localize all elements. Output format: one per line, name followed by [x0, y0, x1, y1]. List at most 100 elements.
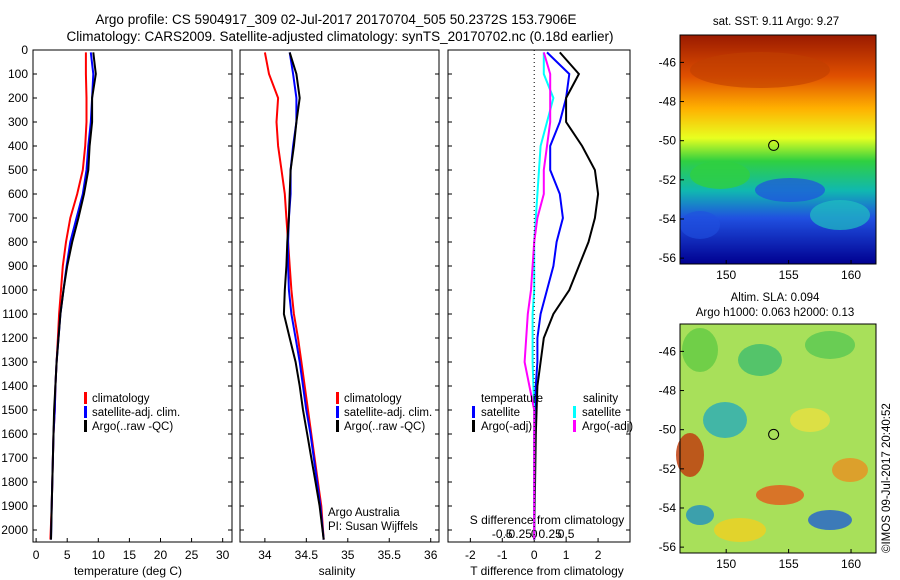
map-y-tick-label: -50 — [659, 423, 677, 437]
depth-tick-label: 1200 — [1, 331, 28, 345]
legend-label-satellite: satellite-adj. clim. — [92, 407, 180, 419]
depth-tick-label: 0 — [21, 43, 28, 57]
series-line-argo-raw-qc — [282, 52, 325, 540]
top-x-tick-label: 0.25 — [538, 527, 562, 541]
difference-panel-frame — [447, 49, 631, 543]
legend-header-salinity: salinity — [583, 393, 618, 405]
x-tick-label: 5 — [64, 548, 71, 562]
depth-tick-label: 1400 — [1, 379, 28, 393]
legend-swatch-t-argo — [472, 420, 475, 432]
imos-timestamp-credit: ©IMOS 09-Jul-2017 20:40:52 — [881, 403, 893, 553]
series-line-argo-adj — [533, 51, 600, 540]
sst-map-title: sat. SST: 9.11 Argo: 9.27 — [713, 16, 839, 28]
sla-map-title-line-2: Argo h1000: 0.063 h2000: 0.13 — [696, 307, 855, 319]
legend-swatch-satellite — [84, 406, 87, 418]
map-y-tick-label: -54 — [659, 212, 677, 226]
legend-label-argo: Argo(..raw -QC) — [92, 421, 173, 433]
legend-swatch-t-satellite — [472, 406, 475, 418]
difference-axis-label-bottom: T difference from climatology — [470, 564, 624, 578]
salinity-x-axis: 34 34.5 35 35.5 36 — [258, 538, 438, 562]
temperature-legend: climatology satellite-adj. clim. Argo(..… — [84, 392, 180, 433]
x-tick-label: 1 — [563, 548, 570, 562]
map-x-tick-label: 160 — [841, 268, 861, 282]
top-x-tick-label: -0.25 — [505, 527, 533, 541]
depth-tick-label: 100 — [8, 67, 28, 81]
credit-argo-australia: Argo Australia — [328, 507, 400, 519]
sla-map-axes: 150 155 160 -46 -48 -50 -52 -54 -56 — [659, 344, 862, 571]
x-tick-label: 10 — [92, 548, 106, 562]
legend-swatch-climatology — [336, 392, 339, 404]
legend-swatch-satellite — [336, 406, 339, 418]
x-tick-label: 0 — [33, 548, 40, 562]
map-x-tick-label: 155 — [779, 268, 799, 282]
map-y-tick-label: -56 — [659, 251, 677, 265]
sst-map-axes: 150 155 160 -46 -48 -50 -52 -54 -56 — [659, 55, 862, 282]
legend-swatch-climatology — [84, 392, 87, 404]
x-tick-label: 15 — [123, 548, 137, 562]
legend-label-s-satellite: satellite — [582, 407, 621, 419]
map-y-tick-label: -46 — [659, 344, 677, 358]
depth-tick-label: 1700 — [1, 451, 28, 465]
map-x-tick-label: 150 — [716, 557, 736, 571]
x-tick-label: 35 — [341, 548, 355, 562]
series-line-argo-raw-qc — [50, 52, 97, 540]
legend-label-s-argo: Argo(-adj) — [582, 421, 633, 433]
depth-tick-label: 800 — [8, 235, 28, 249]
x-tick-label: 34 — [258, 548, 272, 562]
depth-tick-label: 600 — [8, 187, 28, 201]
map-y-tick-label: -52 — [659, 462, 677, 476]
map-x-tick-label: 160 — [841, 557, 861, 571]
temperature-series — [49, 52, 97, 540]
salinity-axis-label: salinity — [319, 564, 356, 578]
x-tick-label: 35.5 — [378, 548, 402, 562]
sla-map-frame — [679, 323, 877, 554]
map-y-tick-label: -48 — [659, 95, 677, 109]
salinity-legend: climatology satellite-adj. clim. Argo(..… — [336, 392, 432, 433]
depth-axis: 0 100 200 300 400 500 600 700 800 900 1000 1100 1200… — [1, 43, 630, 537]
series-line-argo-adj — [523, 52, 552, 540]
x-tick-label: 34.5 — [295, 548, 319, 562]
sla-float-location-marker — [768, 428, 780, 440]
sst-heatmap — [680, 35, 876, 264]
sst-float-location-marker — [768, 139, 780, 151]
x-tick-label: -1 — [497, 548, 508, 562]
depth-tick-label: 1300 — [1, 355, 28, 369]
depth-tick-label: 1600 — [1, 427, 28, 441]
temperature-panel-frame — [32, 49, 233, 543]
difference-series — [523, 51, 600, 540]
x-tick-label: 30 — [216, 548, 230, 562]
legend-swatch-s-satellite — [573, 406, 576, 418]
series-line-satellite — [531, 52, 555, 540]
x-tick-label: 36 — [424, 548, 438, 562]
depth-tick-label: 1000 — [1, 283, 28, 297]
legend-label-argo: Argo(..raw -QC) — [344, 421, 425, 433]
legend-label-satellite: satellite-adj. clim. — [344, 407, 432, 419]
map-y-tick-label: -52 — [659, 173, 677, 187]
series-line-satellite-adj-clim — [287, 52, 325, 540]
top-x-tick-label: 0.5 — [558, 527, 575, 541]
legend-label-t-satellite: satellite — [481, 407, 520, 419]
top-x-tick-label: -0.5 — [492, 527, 513, 541]
x-tick-label: 0 — [531, 548, 538, 562]
x-tick-label: 25 — [185, 548, 199, 562]
header-line-2: Climatology: CARS2009. Satellite-adjuste… — [66, 29, 613, 44]
depth-tick-label: 200 — [8, 91, 28, 105]
salinity-panel-frame — [239, 49, 440, 543]
depth-tick-label: 500 — [8, 163, 28, 177]
depth-tick-label: 700 — [8, 211, 28, 225]
depth-tick-label: 1500 — [1, 403, 28, 417]
difference-axis-label-top: S difference from climatology — [470, 513, 625, 527]
legend-label-climatology: climatology — [92, 393, 150, 405]
legend-label-climatology: climatology — [344, 393, 402, 405]
map-x-tick-label: 150 — [716, 268, 736, 282]
legend-header-temperature: temperature — [481, 393, 543, 405]
map-y-tick-label: -46 — [659, 55, 677, 69]
depth-tick-label: 300 — [8, 115, 28, 129]
legend-swatch-s-argo — [573, 420, 576, 432]
sla-map-title-line-1: Altim. SLA: 0.094 — [731, 292, 820, 304]
depth-tick-label: 2000 — [1, 523, 28, 537]
difference-legend: temperature salinity satellite Argo(-adj… — [472, 393, 633, 433]
temperature-axis-label: temperature (deg C) — [74, 564, 182, 578]
